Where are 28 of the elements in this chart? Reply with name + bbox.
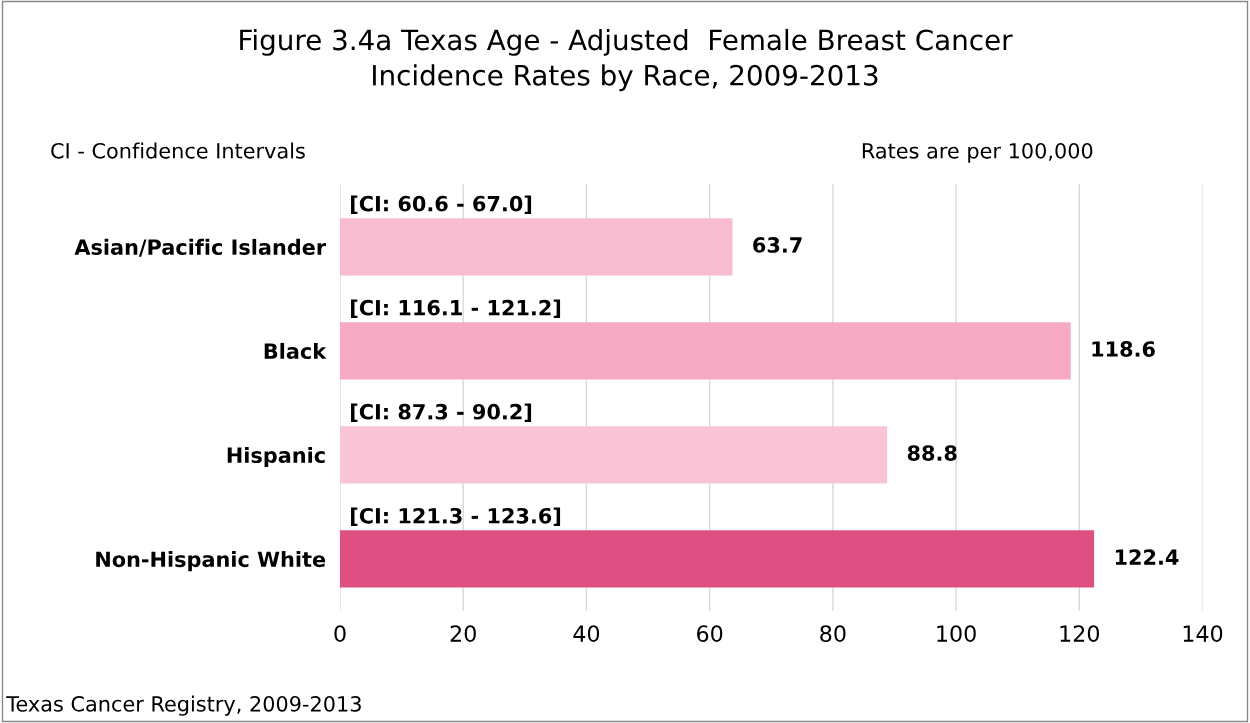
bar — [340, 530, 1095, 588]
x-tick-label: 20 — [450, 625, 476, 643]
bar — [340, 322, 1071, 380]
data-label: 118.6 — [1092, 341, 1155, 357]
y-tick-label: Non-Hispanic White — [96, 551, 326, 572]
x-tick-label: 120 — [1060, 625, 1100, 643]
data-label: 63.7 — [753, 237, 802, 253]
y-tick-label: Hispanic — [227, 446, 325, 468]
bar — [340, 218, 733, 276]
y-tick-label: Asian/Pacific Islander — [74, 238, 327, 257]
x-tick-label: 40 — [573, 625, 600, 643]
annotation: [CI: 121.3 - 123.6] — [351, 507, 561, 527]
y-tick-label: Black — [264, 342, 327, 360]
annotation: [CI: 60.6 - 67.0] — [351, 195, 532, 214]
text: Rates are per 100,000 — [862, 142, 1093, 163]
x-tick-label: 0 — [334, 625, 346, 643]
data-label: 88.8 — [907, 445, 957, 461]
text: CI - Confidence Intervals — [51, 142, 305, 159]
data-label: 122.4 — [1115, 549, 1179, 565]
annotation: [CI: 116.1 - 121.2] — [351, 299, 561, 319]
chart-title: Figure 3.4a Texas Age - Adjusted Female Breast Cancer Incidence Rates by Race, 2009-2013 — [240, 28, 1013, 92]
x-tick-label: 140 — [1183, 625, 1223, 643]
x-tick-label: 80 — [820, 625, 846, 643]
text: Texas Cancer Registry, 2009-2013 — [6, 695, 361, 716]
bar — [340, 426, 888, 484]
annotation: [CI: 87.3 - 90.2] — [351, 403, 532, 423]
x-tick-label: 100 — [937, 625, 976, 643]
x-tick-label: 60 — [697, 625, 723, 643]
